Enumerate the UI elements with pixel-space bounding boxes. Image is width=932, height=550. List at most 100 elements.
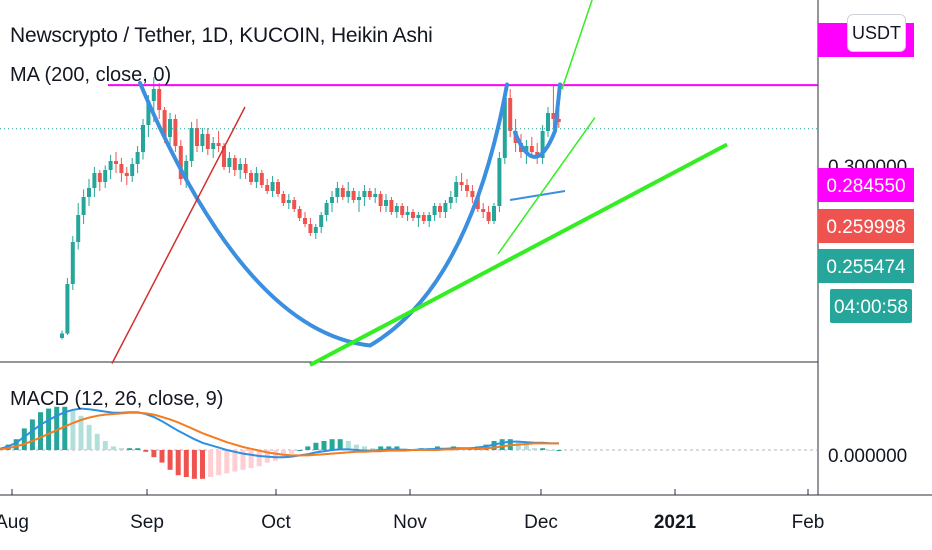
candle-body xyxy=(270,182,275,191)
projection-arrow xyxy=(561,0,593,90)
candles xyxy=(60,77,561,340)
candle-body xyxy=(486,212,491,221)
candle-body xyxy=(373,194,378,197)
candle-body xyxy=(130,164,135,176)
candle-body xyxy=(168,119,172,137)
candle-body xyxy=(70,242,75,284)
candle-body xyxy=(232,158,237,170)
candle-body xyxy=(384,200,388,206)
macd-histogram-bar xyxy=(143,450,149,452)
candle-body xyxy=(529,146,534,152)
price-tag-label: 0.284550 xyxy=(826,176,905,197)
candle-body xyxy=(313,227,318,233)
candle-body xyxy=(465,185,469,191)
candle-body xyxy=(389,200,394,212)
candle-body xyxy=(195,128,199,146)
candle-body xyxy=(243,164,248,173)
candle-body xyxy=(108,161,113,170)
macd-histogram-bar xyxy=(394,446,400,450)
candle-body xyxy=(427,215,432,221)
candle-body xyxy=(324,203,329,215)
macd-histogram-bar xyxy=(46,408,52,450)
macd-histogram-bar xyxy=(386,446,392,450)
macd-histogram-bar xyxy=(167,450,173,470)
candle-body xyxy=(362,191,367,197)
macd-histogram-bar xyxy=(21,428,27,450)
macd-histogram-bar xyxy=(329,439,335,450)
ma-indicator-label[interactable]: MA (200, close, 0) xyxy=(10,64,172,86)
macd-histogram-bar xyxy=(29,419,35,450)
macd-histogram-bar xyxy=(378,446,384,450)
candle-body xyxy=(103,170,108,182)
candle-body xyxy=(432,206,437,215)
macd-histogram-bar xyxy=(321,441,327,450)
candle-body xyxy=(438,206,442,212)
macd-histogram-bar xyxy=(362,446,367,450)
candle-body xyxy=(81,197,86,215)
signal-line xyxy=(0,411,559,457)
macd-histogram-bar xyxy=(256,450,262,467)
candle-body xyxy=(200,134,205,146)
candle-body xyxy=(227,158,232,167)
price-tag-bg xyxy=(818,249,914,283)
candle-body xyxy=(421,215,426,221)
macd-indicator-label[interactable]: MACD (12, 26, close, 9) xyxy=(10,388,224,410)
candle-body xyxy=(151,89,156,101)
candle-body xyxy=(308,224,313,233)
candle-body xyxy=(254,173,259,182)
macd-histogram-bar xyxy=(62,406,68,450)
candle-body xyxy=(411,212,415,218)
candle-body xyxy=(238,164,243,170)
macd-histogram-bar xyxy=(289,450,295,454)
candle-body xyxy=(60,333,64,338)
candle-body xyxy=(87,188,91,197)
macd-histogram-bar xyxy=(370,448,376,450)
macd-histogram-bar xyxy=(556,450,562,451)
price-tag: 04:00:58 xyxy=(830,289,912,323)
candle-body xyxy=(119,164,124,173)
time-tick-label: Sep xyxy=(130,512,164,533)
macd-histogram-bar xyxy=(119,448,124,450)
time-tick-label: Nov xyxy=(393,512,427,533)
candle-body xyxy=(497,158,502,206)
price-tag: 0.284550 xyxy=(818,168,914,202)
price-tag-bg xyxy=(818,209,914,243)
candle-body xyxy=(259,173,264,185)
ma-layer xyxy=(509,190,566,201)
macd-histogram-bar xyxy=(200,450,205,479)
candle-body xyxy=(454,182,459,197)
candle-body xyxy=(303,218,307,224)
macd-histogram-bar xyxy=(183,450,189,477)
ma200-line xyxy=(509,190,566,201)
chart-title: Newscrypto / Tether, 1D, KUCOIN, Heikin … xyxy=(10,24,433,47)
macd-histogram-bar xyxy=(102,441,108,450)
candle-body xyxy=(141,125,145,152)
macd-histogram-bar xyxy=(208,450,214,477)
macd-histogram-bar xyxy=(540,448,546,450)
candle-body xyxy=(146,101,151,125)
candle-body xyxy=(65,284,70,334)
candle-body xyxy=(211,143,216,149)
currency-button[interactable]: USDT xyxy=(847,14,906,52)
time-tick-label: Feb xyxy=(792,512,825,533)
macd-histogram-bar xyxy=(281,450,286,458)
macd-histogram-bar xyxy=(127,448,133,450)
candle-body xyxy=(286,200,291,203)
candle-body xyxy=(459,182,464,185)
rising-trendline xyxy=(497,117,596,255)
candle-body xyxy=(470,191,475,197)
candle-body xyxy=(92,173,97,188)
cup-curve xyxy=(138,81,509,348)
candle-body xyxy=(184,161,189,179)
macd-histogram-bar xyxy=(248,450,254,468)
macd-histogram-bar xyxy=(313,442,319,450)
candle-body xyxy=(443,203,448,212)
macd-histogram-bar xyxy=(548,450,554,451)
macd-histogram-bar xyxy=(78,415,84,450)
candle-body xyxy=(162,110,167,137)
macd-histogram-bar xyxy=(86,424,92,450)
candle-body xyxy=(205,134,210,149)
time-tick-label: Dec xyxy=(524,512,558,533)
